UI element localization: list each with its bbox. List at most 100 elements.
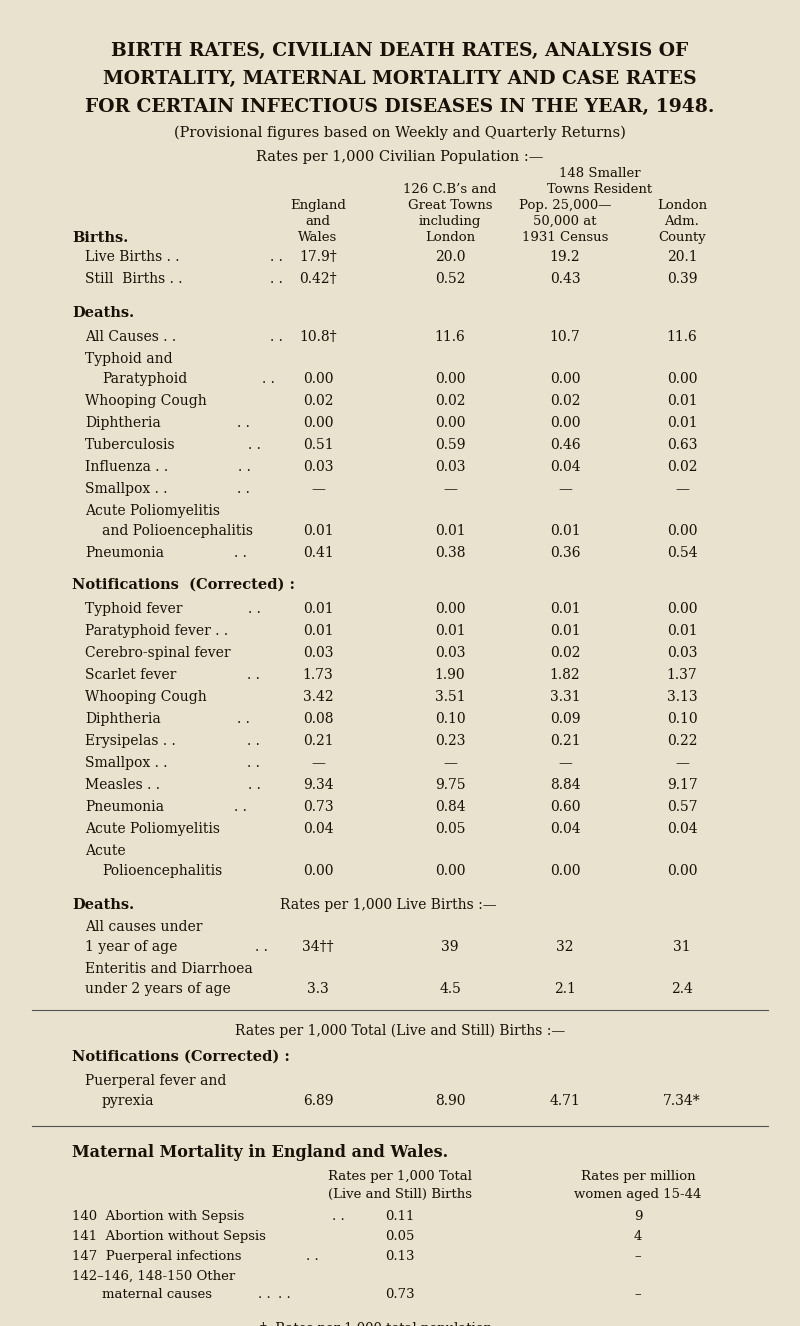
Text: 8.90: 8.90	[434, 1094, 466, 1109]
Text: BIRTH RATES, CIVILIAN DEATH RATES, ANALYSIS OF: BIRTH RATES, CIVILIAN DEATH RATES, ANALY…	[111, 42, 689, 60]
Text: 6.89: 6.89	[302, 1094, 334, 1109]
Text: 9.17: 9.17	[666, 778, 698, 792]
Text: Pop. 25,000—: Pop. 25,000—	[518, 199, 611, 212]
Text: MORTALITY, MATERNAL MORTALITY AND CASE RATES: MORTALITY, MATERNAL MORTALITY AND CASE R…	[103, 70, 697, 88]
Text: 17.9†: 17.9†	[299, 251, 337, 264]
Text: Acute Poliomyelitis: Acute Poliomyelitis	[85, 504, 220, 518]
Text: Smallpox . .: Smallpox . .	[85, 756, 167, 770]
Text: 0.73: 0.73	[302, 800, 334, 814]
Text: . .: . .	[237, 712, 250, 727]
Text: 0.00: 0.00	[550, 416, 580, 430]
Text: 1 year of age: 1 year of age	[85, 940, 178, 953]
Text: pyrexia: pyrexia	[102, 1094, 154, 1109]
Text: including: including	[419, 215, 481, 228]
Text: Measles . .: Measles . .	[85, 778, 160, 792]
Text: Typhoid fever: Typhoid fever	[85, 602, 182, 617]
Text: Towns Resident: Towns Resident	[547, 183, 653, 196]
Text: 4.5: 4.5	[439, 983, 461, 996]
Text: 32: 32	[556, 940, 574, 953]
Text: Paratyphoid: Paratyphoid	[102, 373, 187, 386]
Text: . .: . .	[270, 251, 283, 264]
Text: 141  Abortion without Sepsis: 141 Abortion without Sepsis	[72, 1231, 266, 1242]
Text: 142–146, 148-150 Other: 142–146, 148-150 Other	[72, 1270, 235, 1284]
Text: 0.60: 0.60	[550, 800, 580, 814]
Text: 0.01: 0.01	[302, 625, 334, 638]
Text: 0.01: 0.01	[550, 602, 580, 617]
Text: 0.02: 0.02	[666, 460, 698, 473]
Text: (Provisional figures based on Weekly and Quarterly Returns): (Provisional figures based on Weekly and…	[174, 126, 626, 141]
Text: women aged 15-44: women aged 15-44	[574, 1188, 702, 1201]
Text: 0.63: 0.63	[666, 438, 698, 452]
Text: 0.01: 0.01	[434, 625, 466, 638]
Text: 0.01: 0.01	[302, 524, 334, 538]
Text: London: London	[425, 231, 475, 244]
Text: 0.51: 0.51	[302, 438, 334, 452]
Text: . .: . .	[238, 460, 251, 473]
Text: 0.03: 0.03	[434, 460, 466, 473]
Text: 0.73: 0.73	[385, 1288, 415, 1301]
Text: 0.01: 0.01	[550, 625, 580, 638]
Text: Notifications (Corrected) :: Notifications (Corrected) :	[72, 1050, 290, 1063]
Text: . .: . .	[234, 546, 247, 560]
Text: 0.01: 0.01	[666, 394, 698, 408]
Text: 0.04: 0.04	[302, 822, 334, 835]
Text: Scarlet fever: Scarlet fever	[85, 668, 176, 682]
Text: Diphtheria: Diphtheria	[85, 416, 161, 430]
Text: Paratyphoid fever . .: Paratyphoid fever . .	[85, 625, 228, 638]
Text: . .: . .	[278, 1288, 290, 1301]
Text: . .: . .	[270, 330, 283, 343]
Text: 3.42: 3.42	[302, 690, 334, 704]
Text: —: —	[311, 756, 325, 770]
Text: 0.54: 0.54	[666, 546, 698, 560]
Text: Smallpox . .: Smallpox . .	[85, 481, 167, 496]
Text: 0.09: 0.09	[550, 712, 580, 727]
Text: 0.03: 0.03	[302, 460, 334, 473]
Text: Typhoid and: Typhoid and	[85, 351, 173, 366]
Text: . .: . .	[248, 778, 261, 792]
Text: . .: . .	[247, 735, 260, 748]
Text: . .: . .	[237, 481, 250, 496]
Text: 9.75: 9.75	[434, 778, 466, 792]
Text: 50,000 at: 50,000 at	[534, 215, 597, 228]
Text: 39: 39	[442, 940, 458, 953]
Text: . .: . .	[332, 1211, 345, 1223]
Text: 0.02: 0.02	[434, 394, 466, 408]
Text: 0.39: 0.39	[666, 272, 698, 286]
Text: —: —	[443, 481, 457, 496]
Text: Pneumonia: Pneumonia	[85, 546, 164, 560]
Text: 0.00: 0.00	[666, 524, 698, 538]
Text: 34††: 34††	[302, 940, 334, 953]
Text: 140  Abortion with Sepsis: 140 Abortion with Sepsis	[72, 1211, 244, 1223]
Text: Rates per 1,000 Live Births :—: Rates per 1,000 Live Births :—	[280, 898, 497, 912]
Text: (Live and Still) Births: (Live and Still) Births	[328, 1188, 472, 1201]
Text: 0.02: 0.02	[550, 394, 580, 408]
Text: 0.21: 0.21	[302, 735, 334, 748]
Text: 1.82: 1.82	[550, 668, 580, 682]
Text: 0.02: 0.02	[302, 394, 334, 408]
Text: 0.84: 0.84	[434, 800, 466, 814]
Text: All causes under: All causes under	[85, 920, 202, 934]
Text: 3.31: 3.31	[550, 690, 580, 704]
Text: —: —	[675, 481, 689, 496]
Text: 0.04: 0.04	[550, 460, 580, 473]
Text: . .: . .	[258, 1288, 270, 1301]
Text: Pneumonia: Pneumonia	[85, 800, 164, 814]
Text: 0.08: 0.08	[302, 712, 334, 727]
Text: 0.01: 0.01	[302, 602, 334, 617]
Text: —: —	[675, 756, 689, 770]
Text: 0.05: 0.05	[434, 822, 466, 835]
Text: 0.13: 0.13	[386, 1250, 414, 1262]
Text: 20.1: 20.1	[666, 251, 698, 264]
Text: Notifications  (Corrected) :: Notifications (Corrected) :	[72, 578, 295, 591]
Text: FOR CERTAIN INFECTIOUS DISEASES IN THE YEAR, 1948.: FOR CERTAIN INFECTIOUS DISEASES IN THE Y…	[86, 98, 714, 115]
Text: maternal causes: maternal causes	[102, 1288, 212, 1301]
Text: Rates per 1,000 Total (Live and Still) Births :—: Rates per 1,000 Total (Live and Still) B…	[235, 1024, 565, 1038]
Text: 148 Smaller: 148 Smaller	[559, 167, 641, 180]
Text: Cerebro-spinal fever: Cerebro-spinal fever	[85, 646, 230, 660]
Text: County: County	[658, 231, 706, 244]
Text: 1.73: 1.73	[302, 668, 334, 682]
Text: Acute Poliomyelitis: Acute Poliomyelitis	[85, 822, 220, 835]
Text: . .: . .	[237, 416, 250, 430]
Text: Great Towns: Great Towns	[408, 199, 492, 212]
Text: 0.00: 0.00	[302, 373, 334, 386]
